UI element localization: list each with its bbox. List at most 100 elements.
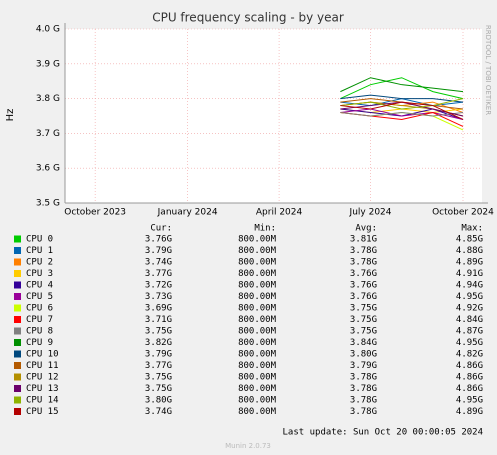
legend-value: 3.80G — [145, 396, 172, 406]
legend-value: 800.00M — [238, 373, 277, 383]
legend-value: 3.69G — [145, 304, 172, 314]
series-line — [340, 98, 464, 110]
legend-value: 800.00M — [238, 246, 277, 256]
legend-label: CPU 11 — [26, 361, 59, 371]
legend-swatch — [14, 270, 21, 277]
legend-swatch — [14, 339, 21, 346]
legend-value: 3.75G — [145, 373, 172, 383]
legend-value: 3.75G — [350, 327, 377, 337]
legend-value: 3.73G — [145, 292, 172, 302]
legend-value: 3.79G — [145, 350, 172, 360]
legend-label: CPU 5 — [26, 292, 53, 302]
legend-swatch — [14, 327, 21, 335]
y-tick-label: 3.5 G — [36, 199, 60, 209]
y-tick-label: 3.8 G — [36, 94, 60, 104]
legend-value: 4.84G — [456, 315, 483, 325]
legend-value: 4.91G — [456, 269, 483, 279]
legend-header: Min: — [254, 224, 276, 234]
legend-value: 800.00M — [238, 235, 277, 245]
legend-swatch — [14, 350, 21, 358]
legend-value: 3.84G — [350, 338, 377, 348]
x-tick-label: July 2024 — [349, 208, 392, 218]
x-tick-label: October 2023 — [64, 208, 126, 218]
legend-value: 800.00M — [238, 384, 277, 394]
legend-value: 3.75G — [350, 304, 377, 314]
legend-label: CPU 2 — [26, 258, 53, 268]
legend-value: 3.76G — [350, 292, 377, 302]
legend-label: CPU 4 — [26, 281, 53, 291]
legend-value: 3.79G — [145, 246, 172, 256]
legend-swatch — [14, 316, 21, 323]
legend-label: CPU 9 — [26, 338, 53, 348]
legend-value: 3.78G — [350, 396, 377, 406]
legend-header: Cur: — [150, 224, 172, 234]
legend-value: 3.76G — [145, 235, 172, 245]
legend-value: 4.86G — [456, 361, 483, 371]
legend-value: 800.00M — [238, 304, 277, 314]
legend-value: 4.88G — [456, 246, 483, 256]
legend-value: 3.77G — [145, 269, 172, 279]
legend-swatch — [14, 373, 21, 381]
legend-swatch — [14, 304, 21, 312]
legend-swatch — [14, 281, 21, 289]
footer: Munin 2.0.73 — [225, 442, 271, 450]
legend-value: 3.75G — [350, 315, 377, 325]
legend-header: Avg: — [355, 224, 377, 234]
series-line — [340, 94, 464, 103]
legend-value: 3.74G — [145, 407, 172, 417]
legend-value: 800.00M — [238, 361, 277, 371]
legend-value: 800.00M — [238, 350, 277, 360]
legend-value: 800.00M — [238, 292, 277, 302]
legend-value: 800.00M — [238, 315, 277, 325]
legend-label: CPU 15 — [26, 407, 59, 417]
legend-value: 3.81G — [350, 235, 377, 245]
series-line — [340, 101, 464, 120]
x-tick-label: January 2024 — [157, 208, 218, 218]
legend-value: 4.95G — [456, 396, 483, 406]
legend-value: 4.86G — [456, 384, 483, 394]
legend-value: 3.79G — [350, 361, 377, 371]
legend-value: 4.89G — [456, 258, 483, 268]
legend-value: 3.75G — [145, 327, 172, 337]
legend-swatch — [14, 293, 21, 300]
chart-title: CPU frequency scaling - by year — [152, 11, 344, 25]
y-axis-label: Hz — [5, 109, 16, 122]
legend-value: 800.00M — [238, 269, 277, 279]
legend-value: 3.76G — [350, 281, 377, 291]
legend-swatch — [14, 247, 21, 254]
y-tick-label: 3.6 G — [36, 164, 60, 174]
legend-value: 3.78G — [350, 246, 377, 256]
legend-value: 800.00M — [238, 258, 277, 268]
legend-value: 800.00M — [238, 281, 277, 291]
legend-value: 3.78G — [350, 384, 377, 394]
legend-swatch — [14, 362, 21, 369]
legend-value: 4.95G — [456, 338, 483, 348]
legend-value: 800.00M — [238, 396, 277, 406]
legend-label: CPU 3 — [26, 269, 53, 279]
x-tick-label: April 2024 — [256, 208, 303, 218]
legend-value: 4.82G — [456, 350, 483, 360]
plot-area — [65, 29, 482, 203]
legend-swatch — [14, 408, 21, 415]
legend-label: CPU 14 — [26, 396, 59, 406]
legend-value: 4.94G — [456, 281, 483, 291]
legend-value: 800.00M — [238, 327, 277, 337]
legend-swatch — [14, 385, 21, 392]
legend-value: 800.00M — [238, 407, 277, 417]
series-line — [340, 112, 464, 117]
legend-value: 4.86G — [456, 373, 483, 383]
legend-value: 4.85G — [456, 235, 483, 245]
legend-label: CPU 0 — [26, 235, 53, 245]
legend-label: CPU 10 — [26, 350, 59, 360]
legend-value: 3.80G — [350, 350, 377, 360]
series-line — [340, 77, 464, 93]
legend-value: 4.89G — [456, 407, 483, 417]
legend-label: CPU 12 — [26, 373, 59, 383]
legend-value: 800.00M — [238, 338, 277, 348]
last-update: Last update: Sun Oct 20 00:00:05 2024 — [283, 428, 483, 438]
legend-value: 3.78G — [350, 373, 377, 383]
legend-value: 3.72G — [145, 281, 172, 291]
legend-header: Max: — [461, 224, 483, 234]
series-line — [340, 77, 464, 100]
